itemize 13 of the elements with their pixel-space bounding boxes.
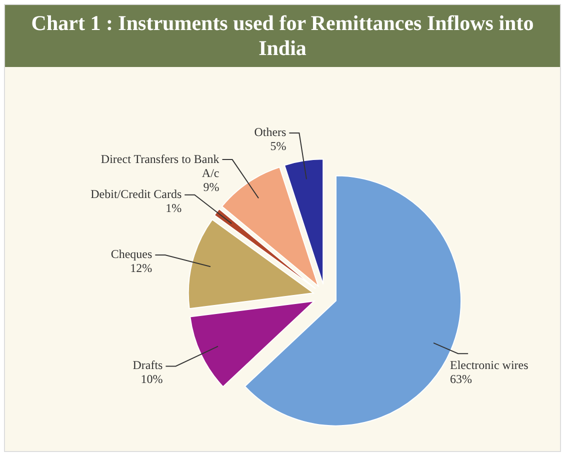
data-label: 12% — [129, 260, 152, 275]
slice-label: Debit/Credit Cards — [90, 186, 182, 201]
data-label: 10% — [140, 372, 163, 386]
data-label: 5% — [269, 139, 286, 154]
data-label: 9% — [203, 180, 220, 194]
slice-label: Direct Transfers to Bank A/c — [100, 152, 220, 180]
slice-label: Drafts — [132, 358, 163, 372]
data-label: 1% — [164, 200, 182, 215]
slice-label: Others — [253, 125, 286, 140]
data-label: 63% — [450, 372, 473, 386]
slice-label: Cheques — [110, 246, 152, 261]
slice-label: Electronic wires — [450, 358, 530, 372]
chart-title: Chart 1 : Instruments used for Remittances Inflows into India — [5, 5, 560, 67]
